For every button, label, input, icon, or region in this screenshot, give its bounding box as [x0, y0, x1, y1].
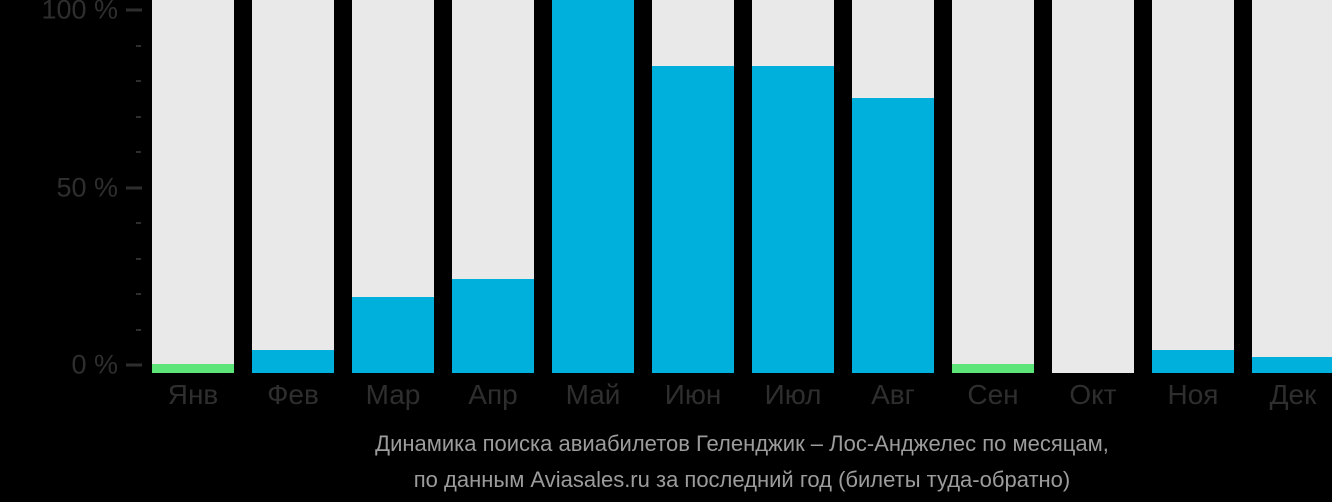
y-axis-tick-label: 50 % [56, 172, 118, 202]
y-axis-tick-label: 0 % [71, 349, 118, 380]
bar-fill-Фев [252, 349, 334, 373]
bar-track [1152, 0, 1234, 373]
y-axis-minor-tick [136, 80, 141, 82]
chart-caption-line-1: Динамика поиска авиабилетов Геленджик – … [375, 431, 1109, 456]
bar-fill-Ноя [1152, 349, 1234, 373]
y-axis-minor-tick [136, 257, 141, 260]
y-axis-minor-tick [136, 115, 141, 118]
y-axis-minor-tick [136, 328, 141, 331]
bar-fill-Сен [952, 364, 1034, 373]
y-axis-tick-label: 100 % [41, 0, 118, 25]
bar-fill-Авг [852, 97, 934, 373]
y-axis-minor-tick [136, 293, 141, 295]
bar-fill-Янв [152, 364, 234, 373]
x-axis-label: Июл [764, 379, 822, 410]
y-axis-minor-tick [136, 151, 141, 153]
bar-track [352, 0, 434, 373]
x-axis-label: Июн [664, 379, 722, 410]
x-axis-label: Май [565, 379, 621, 410]
x-axis-label: Фев [267, 379, 319, 410]
y-axis-minor-tick [136, 44, 141, 47]
bar-track [552, 0, 634, 373]
bar-fill-Май [552, 0, 634, 373]
bar-track [752, 0, 834, 373]
x-axis-label: Окт [1069, 379, 1117, 410]
y-axis-major-tick [126, 186, 142, 189]
bar-fill-Июл [752, 65, 834, 373]
bar-track [1052, 0, 1134, 373]
bar-fill-Апр [452, 278, 534, 373]
y-axis-major-tick [126, 363, 142, 367]
bar-track [152, 0, 234, 373]
chart-caption-line-2: по данным Aviasales.ru за последний год … [413, 467, 1071, 492]
y-axis-minor-tick [136, 222, 141, 224]
bar-track [852, 0, 934, 373]
x-axis-label: Апр [468, 379, 518, 410]
x-axis-label: Мар [365, 379, 421, 410]
x-axis-label: Янв [167, 379, 219, 410]
bar-fill-Дек [1252, 356, 1332, 373]
x-axis-label: Ноя [1167, 379, 1219, 410]
bar-fill-Июн [652, 65, 734, 373]
bar-track [1252, 0, 1332, 373]
x-axis-label: Сен [967, 379, 1019, 410]
bar-fill-Мар [352, 296, 434, 373]
x-axis-label: Авг [871, 379, 915, 410]
bar-track [252, 0, 334, 373]
x-axis-label: Дек [1269, 379, 1317, 410]
bar-track [452, 0, 534, 373]
y-axis-major-tick [126, 8, 142, 12]
bar-track [952, 0, 1034, 373]
bar-track [652, 0, 734, 373]
